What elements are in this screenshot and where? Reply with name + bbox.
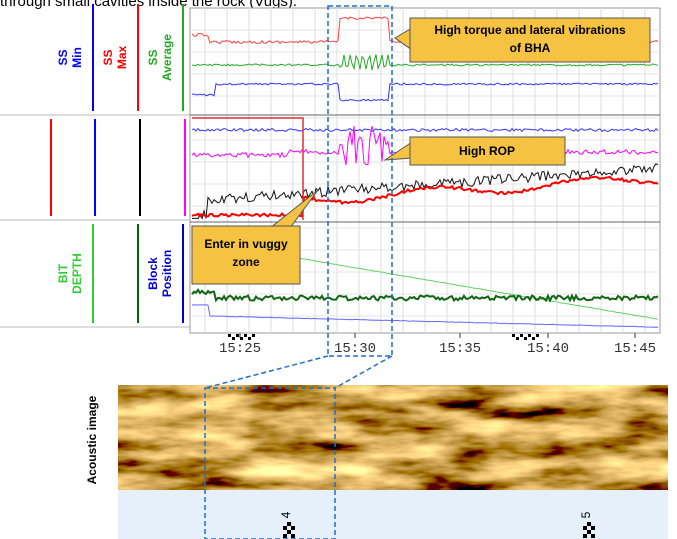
depth-checker bbox=[520, 334, 523, 337]
x-tick-label: 15:40 bbox=[527, 341, 569, 357]
time-axis: 15:25 15:30 15:35 15:40 15:45 bbox=[219, 333, 656, 357]
trace bbox=[191, 127, 659, 133]
highlight-link bbox=[204, 355, 329, 389]
x-tick-label: 15:35 bbox=[439, 341, 481, 357]
trace bbox=[192, 82, 659, 102]
depth-checker bbox=[252, 334, 255, 337]
checker bbox=[591, 534, 595, 538]
checker bbox=[583, 526, 587, 530]
callout-text: Enter in vuggy zone bbox=[204, 237, 288, 269]
highlight-box bbox=[204, 387, 336, 539]
depth-checker bbox=[516, 337, 519, 340]
depth-checker bbox=[524, 337, 527, 340]
track-label: SSAverage bbox=[146, 34, 174, 81]
depth-checker bbox=[248, 337, 251, 340]
callout-text: High torque and lateral vibrations of BHA bbox=[434, 23, 626, 55]
highlight-box bbox=[327, 5, 393, 357]
checker bbox=[587, 530, 591, 534]
depth-checker bbox=[240, 337, 243, 340]
depth-checker bbox=[512, 334, 515, 337]
checker bbox=[291, 526, 295, 530]
depth-checker bbox=[228, 334, 231, 337]
track-label: BlockPosition bbox=[146, 250, 174, 297]
depth-checker bbox=[532, 337, 535, 340]
checker bbox=[283, 534, 287, 538]
callout: High torque and lateral vibrations of BHA bbox=[394, 17, 651, 63]
trace bbox=[192, 117, 304, 220]
depth-checker bbox=[536, 334, 539, 337]
x-tick-label: 15:30 bbox=[334, 341, 376, 357]
track-label: SSMin bbox=[56, 47, 84, 68]
x-tick-label: 15:25 bbox=[219, 341, 261, 357]
depth-checker bbox=[236, 334, 239, 337]
curves bbox=[191, 16, 659, 328]
trace bbox=[191, 54, 659, 71]
checker bbox=[583, 534, 587, 538]
checker bbox=[591, 526, 595, 530]
track-label: SSMax bbox=[101, 46, 129, 70]
depth-mark: 4 bbox=[279, 511, 293, 518]
checker bbox=[287, 522, 291, 526]
trace bbox=[191, 288, 659, 303]
highlight-link bbox=[334, 355, 393, 389]
trace bbox=[191, 175, 659, 218]
acoustic-image bbox=[118, 385, 668, 490]
trace bbox=[191, 304, 659, 328]
callout: High ROP bbox=[383, 136, 566, 166]
checker bbox=[287, 530, 291, 534]
callout-text: High ROP bbox=[459, 144, 515, 158]
acoustic-label: Acoustic image bbox=[85, 395, 99, 484]
caption: through small cavities inside the rock (… bbox=[0, 0, 297, 10]
depth-track bbox=[118, 490, 668, 539]
x-tick-label: 15:45 bbox=[614, 341, 656, 357]
track-headers: SSMin SSMax SSAverage BITDEPTH BlockPosition bbox=[0, 4, 190, 328]
callout: Enter in vuggy zone bbox=[191, 189, 319, 285]
depth-checker bbox=[244, 334, 247, 337]
track-label: BITDEPTH bbox=[56, 253, 84, 294]
depth-mark: 5 bbox=[579, 511, 593, 518]
checker bbox=[283, 526, 287, 530]
depth-checker bbox=[232, 337, 235, 340]
depth-checker bbox=[528, 334, 531, 337]
checker bbox=[291, 534, 295, 538]
checker bbox=[587, 522, 591, 526]
